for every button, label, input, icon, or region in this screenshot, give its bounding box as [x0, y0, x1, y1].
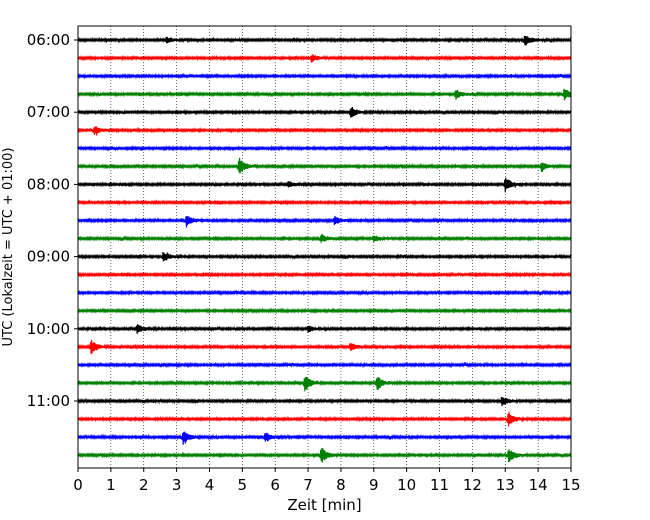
trace-10	[77, 215, 572, 228]
trace-15	[77, 307, 572, 315]
trace-23	[77, 447, 572, 463]
trace-19	[77, 376, 572, 392]
trace-20	[77, 397, 572, 407]
plot-frame	[77, 25, 572, 469]
y-tick-label-06:00: 06:00	[27, 31, 70, 49]
y-tick-label-07:00: 07:00	[27, 103, 70, 121]
x-tick-label-5: 5	[238, 476, 248, 494]
y-tick-label-11:00: 11:00	[27, 392, 70, 410]
y-axis-label: UTC (Lokalzeit = UTC + 01:00)	[1, 148, 16, 347]
x-tick-label-13: 13	[496, 476, 515, 494]
x-tick-label-10: 10	[397, 476, 416, 494]
x-tick-label-9: 9	[369, 476, 379, 494]
x-tick-label-14: 14	[529, 476, 548, 494]
trace-0	[77, 35, 572, 46]
trace-21	[77, 411, 572, 427]
trace-3	[77, 88, 572, 101]
x-tick-label-11: 11	[430, 476, 449, 494]
x-tick-label-1: 1	[106, 476, 116, 494]
trace-8	[77, 177, 572, 193]
x-tick-label-6: 6	[270, 476, 280, 494]
x-tick-label-4: 4	[205, 476, 215, 494]
trace-14	[77, 289, 572, 297]
x-axis: 0 1 2 3 4 5 6 7 8 9 10 11 12 13 14 15	[73, 468, 581, 494]
trace-12	[77, 252, 572, 262]
trace-1	[77, 54, 572, 63]
x-axis-label: Zeit [min]	[287, 496, 361, 514]
x-tick-label-15: 15	[561, 476, 580, 494]
x-tick-label-3: 3	[172, 476, 182, 494]
seismic-traces	[77, 35, 572, 463]
trace-18	[77, 361, 572, 369]
trace-6	[77, 144, 572, 152]
trace-16	[77, 324, 572, 334]
trace-17	[77, 339, 572, 355]
trace-9	[77, 199, 572, 206]
y-tick-label-09:00: 09:00	[27, 248, 70, 266]
trace-13	[77, 271, 572, 279]
x-tick-label-12: 12	[463, 476, 482, 494]
x-tick-label-8: 8	[336, 476, 346, 494]
trace-4	[77, 107, 572, 118]
x-tick-label-2: 2	[139, 476, 149, 494]
trace-11	[77, 233, 572, 243]
y-tick-label-08:00: 08:00	[27, 175, 70, 193]
x-tick-label-0: 0	[73, 476, 83, 494]
trace-7	[77, 157, 572, 174]
trace-5	[77, 125, 572, 136]
trace-2	[77, 72, 572, 80]
x-tick-label-7: 7	[303, 476, 313, 494]
trace-22	[77, 431, 572, 445]
y-axis: 06:00 07:00 08:00 09:00 10:00 11:00	[27, 31, 78, 410]
y-tick-label-10:00: 10:00	[27, 320, 70, 338]
